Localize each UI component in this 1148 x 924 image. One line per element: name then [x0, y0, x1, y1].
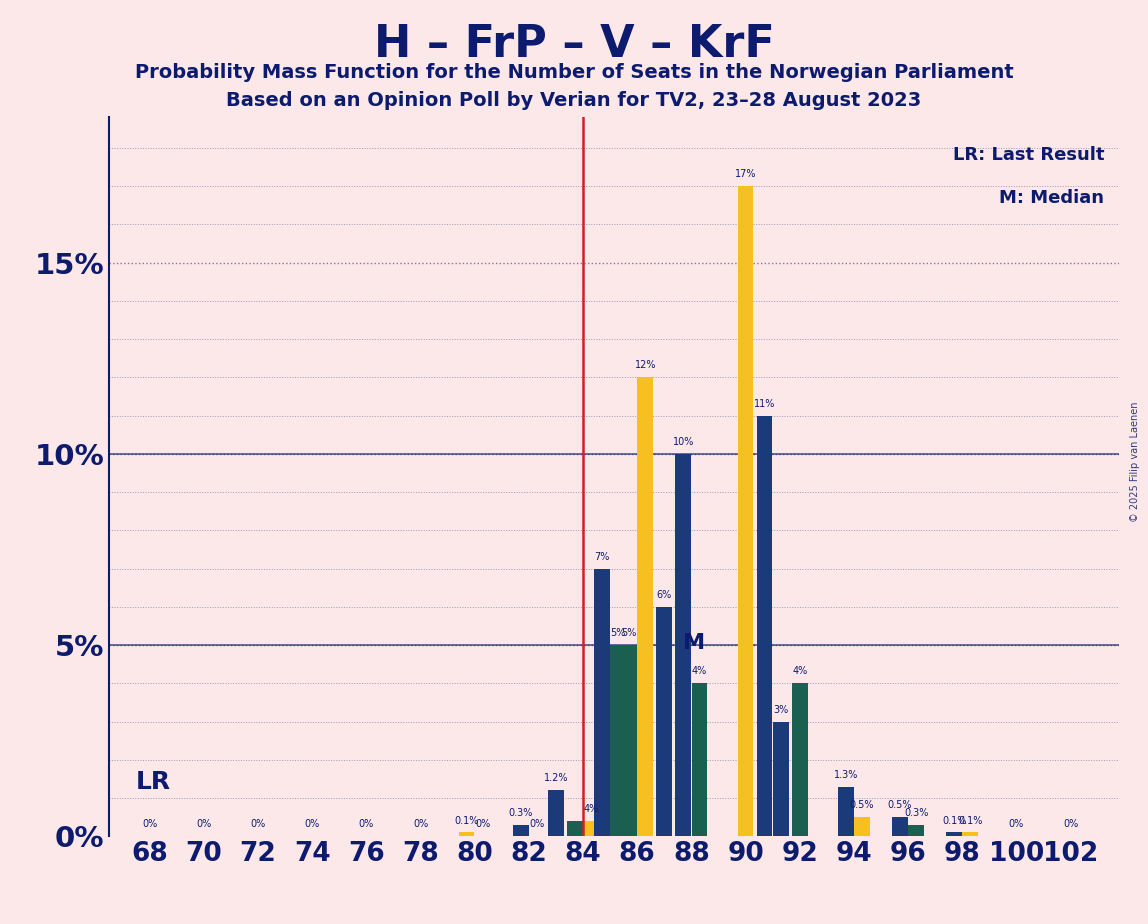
Text: 0.3%: 0.3%: [903, 808, 929, 818]
Bar: [675, 454, 691, 836]
Text: 0.1%: 0.1%: [959, 816, 983, 825]
Text: 12%: 12%: [635, 360, 656, 371]
Text: LR: Last Result: LR: Last Result: [953, 146, 1104, 164]
Bar: [595, 568, 610, 836]
Text: © 2025 Filip van Laenen: © 2025 Filip van Laenen: [1130, 402, 1140, 522]
Bar: [583, 821, 599, 836]
Text: 1.2%: 1.2%: [544, 773, 568, 784]
Bar: [611, 645, 626, 836]
Text: 11%: 11%: [754, 399, 775, 408]
Text: 0.1%: 0.1%: [455, 816, 479, 825]
Bar: [773, 722, 789, 836]
Bar: [621, 645, 637, 836]
Bar: [459, 833, 474, 836]
Bar: [792, 683, 807, 836]
Text: M: Median: M: Median: [999, 189, 1104, 207]
Bar: [892, 817, 908, 836]
Bar: [637, 377, 653, 836]
Text: M: M: [683, 633, 705, 652]
Text: 0.3%: 0.3%: [509, 808, 533, 818]
Text: H – FrP – V – KrF: H – FrP – V – KrF: [373, 23, 775, 67]
Text: 0%: 0%: [413, 820, 428, 830]
Bar: [567, 821, 583, 836]
Bar: [657, 607, 672, 836]
Text: 0%: 0%: [250, 820, 265, 830]
Text: 3%: 3%: [773, 705, 789, 714]
Text: 0%: 0%: [1063, 820, 1078, 830]
Text: 0%: 0%: [196, 820, 211, 830]
Text: 6%: 6%: [657, 590, 672, 600]
Text: 4%: 4%: [583, 804, 599, 814]
Text: LR: LR: [137, 771, 171, 794]
Text: 5%: 5%: [621, 628, 637, 638]
Text: 0.1%: 0.1%: [941, 816, 967, 825]
Text: 0%: 0%: [142, 820, 157, 830]
Text: 0%: 0%: [304, 820, 320, 830]
Text: Probability Mass Function for the Number of Seats in the Norwegian Parliament: Probability Mass Function for the Number…: [134, 63, 1014, 82]
Text: Based on an Opinion Poll by Verian for TV2, 23–28 August 2023: Based on an Opinion Poll by Verian for T…: [226, 91, 922, 110]
Text: 0%: 0%: [529, 820, 544, 830]
Text: 5%: 5%: [611, 628, 626, 638]
Text: 4%: 4%: [792, 666, 807, 676]
Bar: [854, 817, 870, 836]
Text: 0%: 0%: [1009, 820, 1024, 830]
Bar: [838, 786, 854, 836]
Bar: [908, 825, 924, 836]
Text: 7%: 7%: [595, 552, 610, 562]
Bar: [548, 790, 564, 836]
Text: 10%: 10%: [673, 437, 693, 447]
Bar: [513, 825, 528, 836]
Bar: [757, 416, 773, 836]
Text: 0%: 0%: [475, 820, 490, 830]
Bar: [738, 186, 753, 836]
Text: 0.5%: 0.5%: [887, 800, 913, 810]
Text: 4%: 4%: [692, 666, 707, 676]
Bar: [946, 833, 962, 836]
Text: 0%: 0%: [358, 820, 374, 830]
Bar: [962, 833, 978, 836]
Text: 0.5%: 0.5%: [850, 800, 875, 810]
Text: 17%: 17%: [735, 169, 757, 179]
Bar: [691, 683, 707, 836]
Text: 1.3%: 1.3%: [833, 770, 858, 780]
